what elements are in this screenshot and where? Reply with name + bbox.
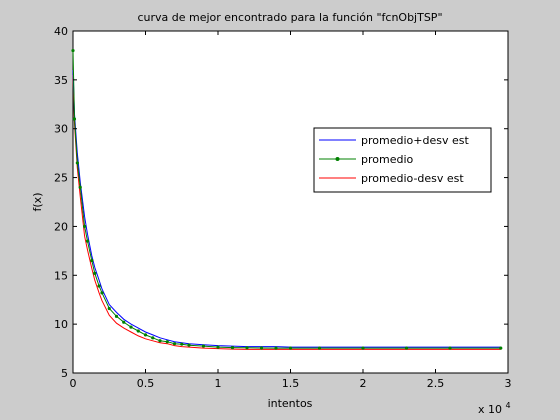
x-tick-label: 2.5: [427, 377, 445, 390]
y-tick-label: 15: [54, 269, 68, 282]
data-point: [317, 346, 322, 350]
series-line-3: [72, 74, 501, 350]
x-tick-label: 0: [70, 377, 77, 390]
x-tick-label: 1: [215, 377, 222, 390]
legend-entries: promedio+desv est promedio promedio-desv e…: [319, 134, 469, 185]
y-tick-label: 20: [54, 220, 68, 233]
x-tick-label: 0.5: [137, 377, 155, 390]
data-point: [85, 239, 90, 243]
series-line-1: [72, 70, 501, 348]
data-point: [230, 345, 235, 350]
data-point: [245, 346, 249, 350]
data-point: [274, 346, 278, 350]
data-point: [180, 342, 184, 346]
data-point: [97, 284, 101, 288]
data-point: [187, 343, 191, 347]
data-point: [72, 117, 77, 121]
x-tick-label: 3: [505, 377, 512, 390]
x-axis-label: intentos: [268, 397, 313, 410]
data-point: [71, 48, 75, 53]
data-point: [83, 224, 87, 229]
y-tick-label: 40: [54, 25, 68, 38]
data-point: [448, 346, 452, 350]
x-multiplier-base: x 10: [478, 403, 502, 416]
data-point: [259, 346, 264, 350]
legend-marker: [335, 157, 340, 161]
legend-label: promedio: [361, 153, 414, 166]
data-point: [201, 344, 206, 348]
data-point: [361, 346, 365, 350]
y-tick-label: 5: [61, 367, 68, 380]
y-tick-label: 35: [54, 74, 68, 87]
series-layer: [71, 48, 503, 350]
legend-box: [313, 127, 492, 193]
legend: promedio+desv est promedio promedio-desv e…: [313, 127, 492, 193]
x-tick-label: 2: [360, 377, 367, 390]
data-point: [75, 161, 79, 165]
data-point: [114, 314, 119, 318]
x-axis-multiplier: x 10 4: [478, 401, 511, 416]
data-point: [172, 342, 177, 346]
data-point: [404, 346, 409, 350]
legend-label: promedio+desv est: [361, 134, 469, 147]
data-point: [151, 336, 155, 340]
data-point: [499, 346, 503, 350]
y-tick-label: 25: [54, 172, 68, 185]
x-tick-label: 1.5: [282, 377, 300, 390]
data-point: [122, 320, 126, 324]
data-point: [107, 306, 111, 311]
data-point: [288, 346, 293, 350]
data-point: [158, 339, 162, 343]
data-point: [165, 340, 169, 344]
y-tick-label: 30: [54, 123, 68, 136]
x-multiplier-exponent: 4: [506, 401, 511, 410]
legend-label: promedio-desv est: [361, 172, 464, 185]
y-tick-label: 10: [54, 318, 68, 331]
data-point: [216, 345, 220, 349]
data-point: [143, 333, 148, 337]
data-point: [100, 291, 104, 295]
axes-area: [72, 30, 509, 374]
data-point: [129, 325, 133, 329]
data-point: [90, 259, 94, 263]
y-axis-label: f(x): [31, 193, 44, 212]
data-point: [93, 271, 97, 275]
series-line-2: [72, 50, 501, 349]
data-point: [78, 185, 82, 189]
chart-title: curva de mejor encontrado para la funció…: [137, 11, 442, 24]
data-point: [136, 329, 140, 333]
